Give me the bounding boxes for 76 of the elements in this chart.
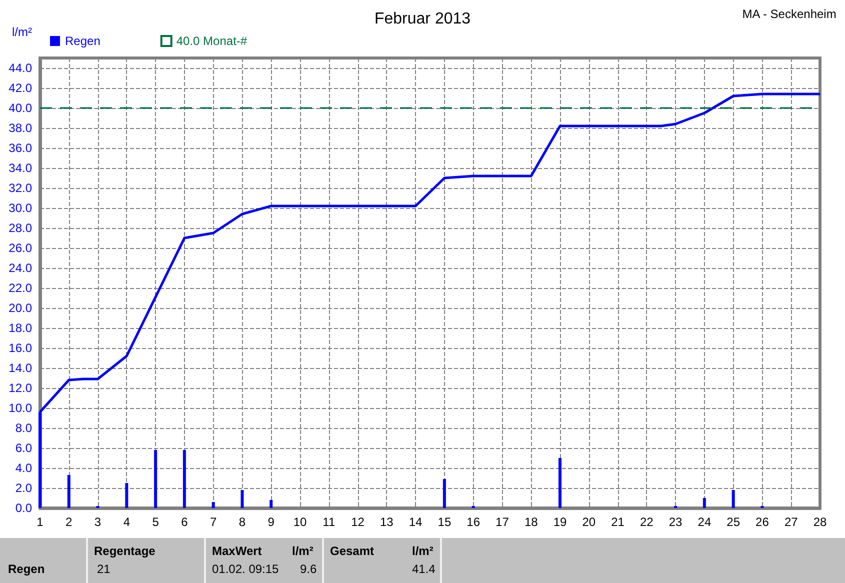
y-tick-label: 38.0 (8, 121, 32, 135)
text: MA - Seckenheim (742, 7, 836, 21)
x-tick-label: 13 (380, 515, 394, 529)
bar (442, 479, 446, 508)
text: l/m² (292, 544, 314, 558)
y-tick-label: 40.0 (8, 101, 32, 115)
x-tick-label: 10 (293, 515, 307, 529)
x-tick-label: 16 (466, 515, 480, 529)
legend-label: Regen (65, 34, 100, 48)
x-tick-label: 23 (668, 515, 683, 529)
y-tick-label: 34.0 (8, 161, 32, 175)
x-tick-label: 11 (322, 515, 336, 529)
x-tick-label: 2 (66, 515, 73, 529)
y-tick-label: 26.0 (8, 241, 32, 255)
y-tick-label: 36.0 (8, 141, 32, 155)
bar (154, 450, 158, 508)
bar (558, 458, 562, 508)
x-tick-label: 8 (238, 515, 246, 529)
x-tick-label: 19 (553, 515, 567, 529)
text: Regentage (94, 544, 156, 558)
text: 41.4 (412, 562, 436, 576)
bar (67, 475, 70, 508)
text: l/m² (412, 544, 434, 558)
y-tick-label: 28.0 (8, 221, 32, 235)
x-tick-label: 24 (698, 515, 712, 529)
y-tick-label: 6.0 (15, 441, 32, 455)
y-tick-label: 0.0 (15, 501, 32, 515)
x-tick-label: 9 (268, 515, 275, 529)
x-tick-label: 28 (813, 515, 827, 529)
legend-label: 40.0 Monat-# (176, 34, 248, 48)
bar (702, 498, 706, 508)
bar (732, 490, 735, 508)
x-tick-label: 5 (152, 515, 160, 529)
text: MaxWert (212, 544, 262, 558)
y-tick-label: 24.0 (8, 261, 32, 275)
x-tick-label: 17 (496, 515, 510, 529)
y-tick-label: 12.0 (8, 381, 32, 395)
y-tick-label: 44.0 (8, 61, 32, 75)
x-tick-label: 21 (611, 515, 625, 529)
x-tick-label: 14 (408, 515, 423, 529)
y-tick-label: 2.0 (15, 481, 32, 495)
x-tick-label: 6 (181, 515, 188, 529)
bar (240, 490, 244, 508)
y-tick-label: 20.0 (8, 301, 32, 315)
x-tick-label: 25 (726, 515, 740, 529)
y-tick-label: 4.0 (15, 461, 32, 475)
bar (125, 483, 128, 508)
x-tick-label: 22 (640, 515, 654, 529)
x-tick-label: 3 (94, 515, 102, 529)
y-tick-label: 14.0 (8, 361, 32, 375)
text: Regen (8, 562, 45, 576)
y-axis-title: l/m² (12, 25, 32, 39)
x-tick-label: 18 (524, 515, 538, 529)
x-tick-label: 27 (784, 515, 798, 529)
x-tick-label: 7 (210, 515, 217, 529)
y-tick-label: 22.0 (8, 281, 32, 295)
x-tick-label: 4 (123, 515, 130, 529)
x-tick-label: 12 (351, 515, 365, 529)
x-tick-label: 15 (438, 515, 452, 529)
x-tick-label: 26 (756, 515, 770, 529)
text: Gesamt (330, 544, 374, 558)
text: 01.02. 09:15 (212, 562, 279, 576)
y-tick-label: 42.0 (8, 81, 32, 95)
bar (270, 500, 273, 508)
y-tick-label: 16.0 (8, 341, 32, 355)
y-tick-label: 32.0 (8, 181, 32, 195)
bar (182, 450, 186, 508)
y-tick-label: 10.0 (8, 401, 32, 415)
x-tick-label: 1 (36, 515, 44, 529)
y-tick-label: 18.0 (8, 321, 32, 335)
chart-title: Februar 2013 (374, 10, 471, 28)
y-tick-label: 8.0 (15, 421, 32, 435)
text: 9.6 (300, 562, 317, 576)
x-tick-label: 20 (582, 515, 596, 529)
text: 21 (97, 562, 110, 576)
y-tick-label: 30.0 (8, 201, 32, 215)
